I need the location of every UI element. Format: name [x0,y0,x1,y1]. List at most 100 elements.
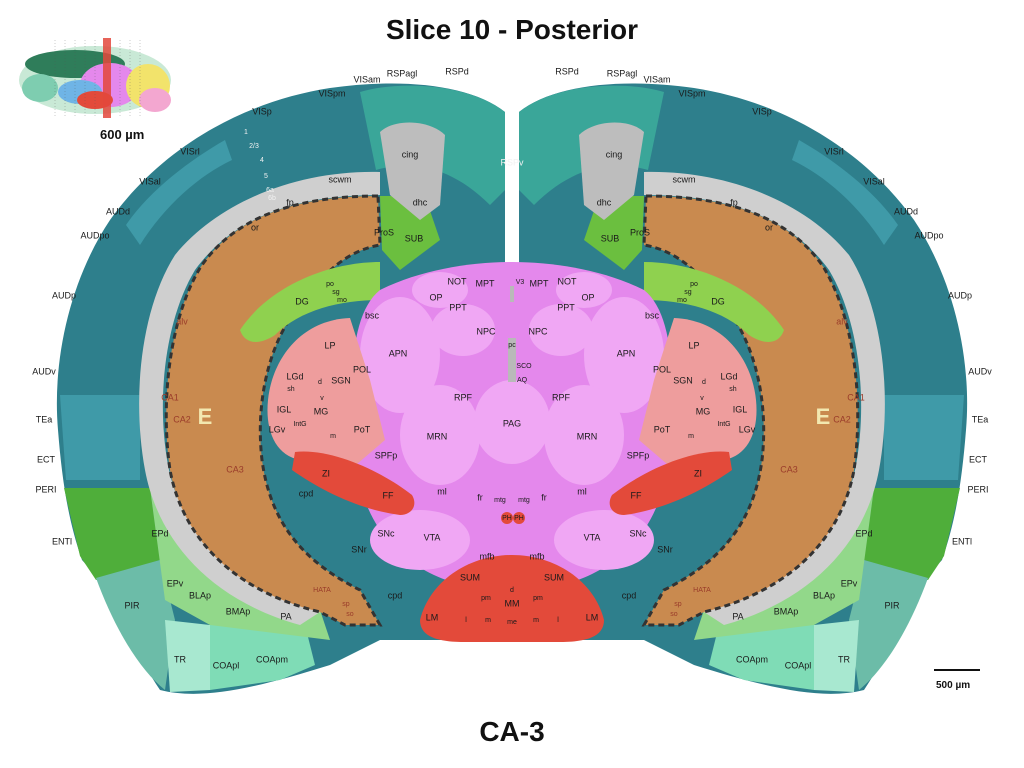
label-entl-right: ENTl [952,536,972,546]
label-layer-6a: 6a [266,187,274,194]
label-ca3-left: CA3 [226,464,244,474]
label-snr-left: SNr [351,544,367,554]
label-lp-left: LP [324,340,335,350]
label-npc-right: NPC [528,326,548,336]
left-entorhinal [64,488,160,580]
label-not-left: NOT [448,276,468,286]
label-lp-right: LP [688,340,699,350]
label-alv-right: alv [836,316,848,326]
label-so-right: so [670,611,678,618]
label-sh-left: sh [287,386,295,393]
label-layer-5: 5 [264,173,268,180]
label-rspd-right: RSPd [555,66,579,76]
label-epd-left: EPd [151,528,168,538]
label-visal-right: VISal [863,176,885,186]
thumbnail-brain [19,38,171,118]
label-dhc-left: dhc [413,197,428,207]
label-igl-left: IGL [277,404,292,414]
label-blap-right: BLAp [813,590,835,600]
label-bmap-right: BMAp [774,606,799,616]
label-ph-left: PH [502,515,512,522]
label-sh-right: sh [729,386,737,393]
label-tea-right: TEa [972,414,989,424]
label-pot-right: PoT [654,424,671,434]
left-hippocampus-ca [164,194,383,627]
right-thalamus [639,318,757,470]
label-lgv-left: LGv [269,424,286,434]
label-coapm-left: COApm [256,654,288,664]
label-op-right: OP [581,292,594,302]
label-ml-left: ml [437,486,447,496]
label-pa-right: PA [732,611,743,621]
label-v3: V3 [516,279,525,286]
label-or-left: or [251,222,259,232]
label-epd-right: EPd [855,528,872,538]
label-layer-6b: 6b [268,195,276,202]
label-mpt-right: MPT [530,278,550,288]
label-me: me [507,619,517,626]
label-ca1-right: CA1 [847,392,865,402]
label-visrl-right: VISrl [824,146,844,156]
label-pa-left: PA [280,611,291,621]
label-ect-right: ECT [969,454,988,464]
slice-position-marker [103,38,111,118]
label-m-hyp-right: m [533,617,539,624]
label-audp-left: AUDp [52,290,76,300]
label-audp-right: AUDp [948,290,972,300]
label-entl-left: ENTl [52,536,72,546]
label-po-left: po [326,281,334,288]
label-sp-left: sp [342,601,350,608]
label-mfb-right: mfb [529,551,544,561]
label-sg-left: sg [332,289,340,296]
label-m-right: m [688,433,694,440]
left-dentate-gyrus [240,262,380,342]
label-snr-right: SNr [657,544,673,554]
label-ect-left: ECT [37,454,56,464]
label-rspv: RSPv [500,157,524,167]
label-mfb-left: mfb [479,551,494,561]
label-mtg-right: mtg [518,497,530,504]
label-vta-right: VTA [584,532,601,542]
label-ml-right: ml [577,486,587,496]
label-pros-right: ProS [630,227,650,237]
label-or-right: or [765,222,773,232]
label-audpo-left: AUDpo [80,230,109,240]
label-mtg-left: mtg [494,497,506,504]
label-ppt-left: PPT [449,302,467,312]
label-coapl-left: COApl [213,660,240,670]
label-audd-left: AUDd [106,206,130,216]
label-vispm-right: VISpm [678,88,705,98]
label-layer-23: 2/3 [249,143,259,150]
label-lm-right: LM [586,612,599,622]
label-po-right: po [690,281,698,288]
label-m-left: m [330,433,336,440]
label-not-right: NOT [558,276,578,286]
region-labels: VISp VISpm VISam RSPagl RSPd RSPv VISrl … [32,66,992,670]
label-visam-right: VISam [643,74,670,84]
label-visrl-left: VISrl [180,146,200,156]
label-cpd-left-upper: cpd [299,488,314,498]
label-sum-right: SUM [544,572,564,582]
label-epv-left: EPv [167,578,184,588]
label-l-left: l [465,617,467,624]
label-pros-left: ProS [374,227,394,237]
label-ff-right: FF [631,490,642,500]
label-bsc-right: bsc [645,310,660,320]
label-d-right: d [702,379,706,386]
label-blap-left: BLAp [189,590,211,600]
label-pot-left: PoT [354,424,371,434]
label-npc-left: NPC [476,326,496,336]
label-mg-right: MG [696,406,711,416]
label-rpf-left: RPF [454,392,473,402]
label-ca1-left: CA1 [161,392,179,402]
label-ppt-right: PPT [557,302,575,312]
label-peri-left: PERI [35,484,56,494]
label-pag: PAG [503,418,521,428]
label-mg-left: MG [314,406,329,416]
label-mo-left: mo [337,297,347,304]
label-cing-right: cing [606,149,623,159]
label-dg-right: DG [711,296,725,306]
label-epv-right: EPv [841,578,858,588]
label-d-left: d [318,379,322,386]
